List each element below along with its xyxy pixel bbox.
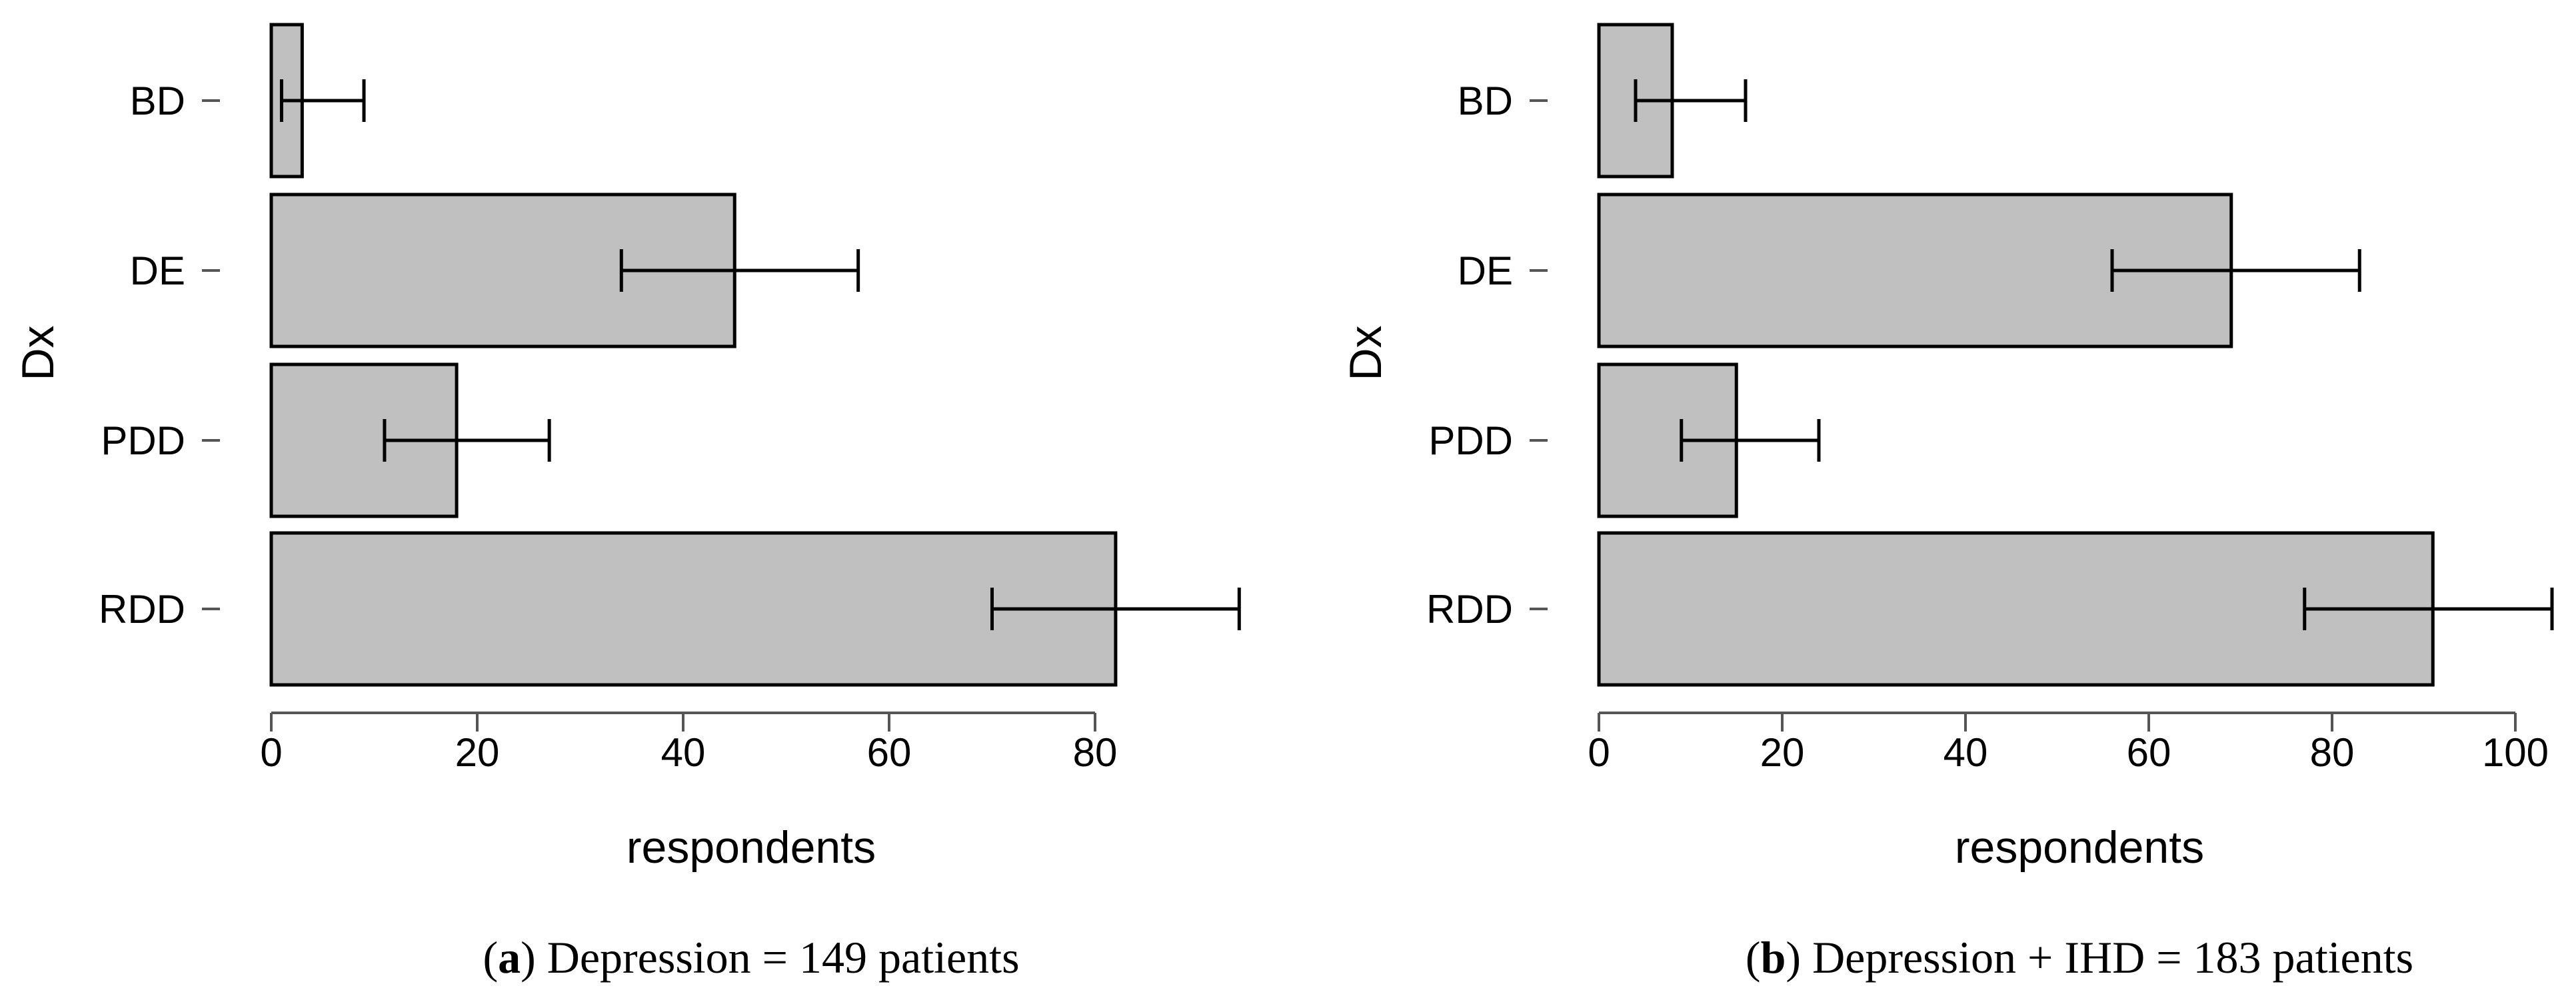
x-axis-title-b: respondents xyxy=(1955,822,2204,873)
x-tick-label-b-20: 20 xyxy=(1760,730,1805,775)
caption-b: (b) Depression + IHD = 183 patients xyxy=(1746,932,2413,983)
y-tick-label-b-pdd: PDD xyxy=(1428,418,1513,463)
caption-a: (a) Depression = 149 patients xyxy=(483,932,1019,983)
caption-letter-a: a xyxy=(498,932,521,983)
caption-letter-b: b xyxy=(1761,932,1786,983)
x-tick-label-b-100: 100 xyxy=(2482,730,2549,775)
y-tick-label-b-de: DE xyxy=(1458,249,1513,293)
y-tick-label-b-bd: BD xyxy=(1458,79,1513,123)
panel-a: Dx respondents (a) Depression = 149 pati… xyxy=(13,23,1241,983)
caption-text-b: Depression + IHD = 183 patients xyxy=(1801,932,2413,983)
bar-a-rdd xyxy=(269,531,1118,687)
y-tick-label-a-pdd: PDD xyxy=(101,418,185,463)
x-tick-label-b-0: 0 xyxy=(1588,730,1610,775)
x-tick-label-a-40: 40 xyxy=(661,730,706,775)
y-axis-title-a: Dx xyxy=(13,325,63,380)
y-axis-title-b: Dx xyxy=(1340,325,1391,380)
x-tick-label-b-60: 60 xyxy=(2127,730,2171,775)
x-tick-label-b-40: 40 xyxy=(1943,730,1988,775)
caption-text-a: Depression = 149 patients xyxy=(536,932,1020,983)
y-tick-label-a-rdd: RDD xyxy=(99,587,185,632)
x-tick-label-a-60: 60 xyxy=(867,730,912,775)
x-tick-label-a-20: 20 xyxy=(455,730,500,775)
y-tick-label-a-bd: BD xyxy=(130,79,185,123)
x-tick-label-a-80: 80 xyxy=(1073,730,1118,775)
x-axis-title-a: respondents xyxy=(627,822,876,873)
bar-b-rdd xyxy=(1597,531,2435,687)
y-tick-label-a-de: DE xyxy=(130,249,185,293)
panel-b: Dx respondents (b) Depression + IHD = 18… xyxy=(1340,23,2554,983)
y-tick-label-b-rdd: RDD xyxy=(1426,587,1513,632)
x-tick-label-a-0: 0 xyxy=(260,730,282,775)
x-tick-label-b-80: 80 xyxy=(2310,730,2355,775)
